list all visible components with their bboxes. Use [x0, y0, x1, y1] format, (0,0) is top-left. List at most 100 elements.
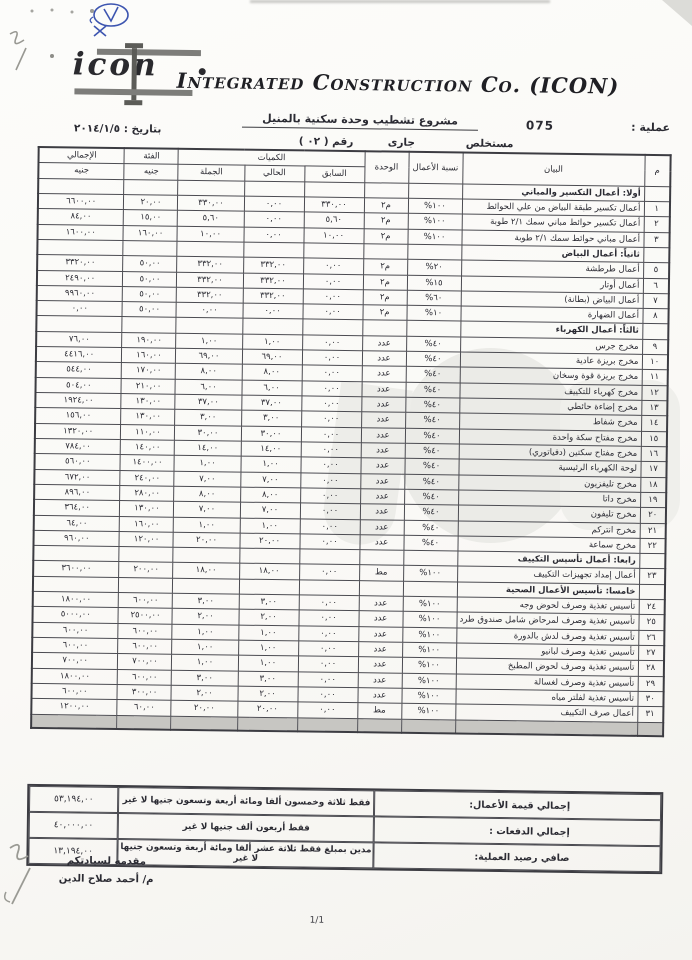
row-amount [38, 178, 125, 195]
row-work-ratio: %٤٠ [405, 366, 460, 383]
row-amount [37, 239, 124, 256]
row-work-ratio: %٤٠ [406, 336, 461, 353]
row-rate: ١٤٠٠,٠٠ [120, 454, 175, 471]
row-current-qty [237, 716, 298, 731]
statement-type-label: مستخلص [465, 137, 514, 151]
row-number: ١١ [641, 369, 668, 386]
row-unit: عدد [360, 427, 406, 444]
row-current-qty: ٣,٠٠ [238, 594, 299, 611]
row-amount: ٦٠٠,٠٠ [32, 622, 119, 639]
row-current-qty: ٣,٠٠ [241, 410, 302, 427]
row-unit [358, 580, 404, 597]
row-unit: عدد [361, 381, 406, 398]
signature-line2: م/ أحمد صلاح الدين [58, 873, 154, 886]
row-number: ٢٨ [637, 660, 665, 677]
row-total-qty: ٢٠,٠٠ [173, 532, 240, 549]
project-title: مشروع تشطيب وحدة سكنية بالمنيل [241, 111, 479, 131]
row-amount: ٧٦,٠٠ [36, 331, 123, 348]
row-unit: م٢ [362, 304, 407, 321]
row-work-ratio [408, 182, 463, 199]
row-number: ٩ [642, 339, 669, 355]
row-number: ٢ [643, 216, 670, 233]
row-current-qty: ٢,٠٠ [238, 609, 299, 626]
row-unit: عدد [358, 626, 403, 643]
row-current-qty: ٢,٠٠ [237, 686, 298, 703]
row-total-qty: ٣,٠٠ [172, 593, 239, 610]
row-amount: ٨٩٦,٠٠ [34, 484, 121, 501]
row-total-qty: ٧,٠٠ [174, 470, 241, 487]
row-unit: عدد [360, 442, 405, 459]
row-amount: ٦٧٢,٠٠ [34, 468, 121, 486]
row-rate [124, 179, 179, 196]
row-current-qty: ٠,٠٠ [243, 211, 304, 228]
row-total-qty [171, 715, 238, 731]
row-rate: ١٦٠,٠٠ [123, 225, 178, 242]
watermark-shape [560, 380, 680, 530]
boq-table-body: أولا: أعمال التكسير والمباني ١ أعمال تكس… [31, 178, 671, 736]
row-current-qty: ٧,٠٠ [239, 502, 301, 519]
row-rate: ٢٨٠,٠٠ [120, 485, 175, 502]
row-unit [359, 549, 404, 566]
row-total-qty: ٣٣٢,٠٠ [176, 271, 244, 288]
row-current-qty: ٧,٠٠ [240, 471, 301, 488]
row-rate: ٥٠,٠٠ [122, 271, 178, 288]
row-rate: ٦٠٠,٠٠ [118, 638, 173, 655]
row-previous-qty [299, 549, 360, 566]
row-unit: مط [357, 702, 402, 719]
row-previous-qty: ٠,٠٠ [299, 564, 360, 581]
row-total-qty: ٦٩,٠٠ [175, 348, 243, 365]
row-current-qty [242, 318, 303, 335]
row-number: ١ [643, 201, 671, 217]
row-work-ratio: %١٠ [406, 305, 461, 322]
row-number [637, 721, 664, 736]
row-number [638, 584, 666, 600]
row-amount: ١٨٠٠,٠٠ [32, 591, 119, 608]
row-rate [118, 577, 174, 594]
row-previous-qty: ٠,٠٠ [300, 472, 361, 489]
row-total-qty: ١,٠٠ [174, 455, 241, 472]
row-work-ratio: %٦٠ [406, 290, 461, 307]
row-current-qty: ١,٠٠ [239, 517, 300, 534]
row-number: ١٤ [641, 415, 668, 432]
row-previous-qty: ٠,٠٠ [300, 426, 362, 443]
row-work-ratio: %١٠٠ [407, 213, 462, 230]
row-previous-qty: ٠,٠٠ [298, 594, 359, 612]
row-current-qty: ١,٠٠ [237, 655, 299, 672]
row-previous-qty: ٠,٠٠ [298, 625, 359, 642]
header-amount-currency: جنيه [38, 162, 125, 180]
operation-number: 075 [525, 118, 555, 133]
row-unit: عدد [360, 488, 405, 505]
row-rate: ٦٠٠,٠٠ [118, 623, 173, 640]
row-number: ٥ [643, 262, 670, 279]
scan-edge-smudge [250, 0, 550, 3]
header-work-ratio: نسبة الأعمال [408, 151, 463, 184]
row-rate: ٥٠,٠٠ [123, 255, 178, 272]
row-work-ratio: %٤٠ [405, 397, 460, 414]
row-unit: م٢ [362, 289, 407, 306]
row-work-ratio: %٤٠ [404, 473, 459, 490]
row-work-ratio [402, 581, 458, 598]
row-work-ratio: %١٠٠ [401, 657, 457, 674]
row-total-qty: ٧,٠٠ [173, 501, 241, 518]
row-description [455, 719, 638, 736]
row-work-ratio: %٤٠ [404, 458, 459, 475]
row-previous-qty [304, 181, 365, 198]
row-rate [122, 317, 177, 334]
row-current-qty: ٢٠,٠٠ [237, 701, 298, 718]
row-total-qty: ٣٣٠,٠٠ [177, 195, 245, 212]
row-work-ratio: %١٠٠ [401, 703, 456, 720]
summary-label: صافي رصيد العملية: [373, 842, 661, 873]
row-total-qty: ٣,٠٠ [171, 669, 238, 687]
row-unit: عدد [359, 503, 405, 520]
row-number: ٢٧ [638, 645, 665, 661]
row-unit: عدد [357, 656, 403, 673]
row-work-ratio: %١٠٠ [407, 198, 463, 215]
row-total-qty: ٢,٠٠ [172, 608, 239, 625]
row-rate: ١٣٠,٠٠ [121, 393, 176, 410]
row-number: ٧ [642, 293, 669, 309]
row-current-qty: ٣٣٢,٠٠ [242, 287, 303, 305]
row-number: ٣ [643, 231, 670, 248]
row-number: ١٨ [640, 476, 667, 493]
row-previous-qty [302, 319, 363, 336]
row-amount: ٣٦٤,٠٠ [33, 499, 121, 517]
